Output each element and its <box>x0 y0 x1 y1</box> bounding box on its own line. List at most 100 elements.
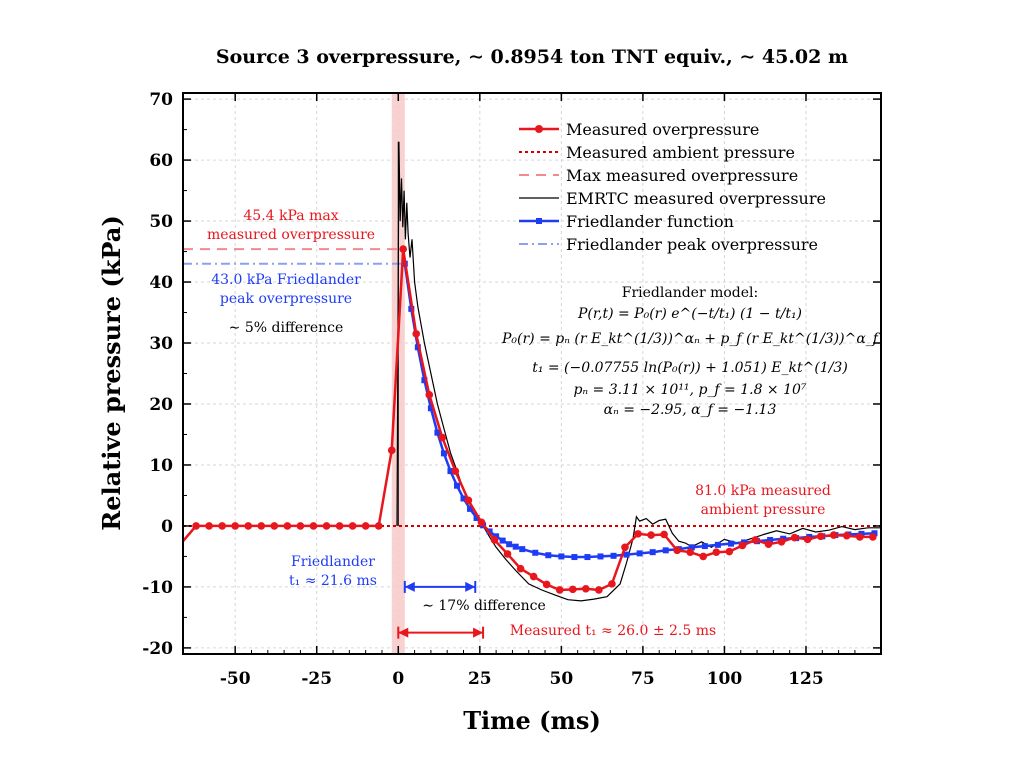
measured-point-35 <box>634 530 642 538</box>
friedlander-point-17 <box>512 543 519 550</box>
friedlander-point-16 <box>506 541 513 548</box>
y-tick-label-2: 50 <box>149 212 173 232</box>
measured-point-43 <box>738 541 747 550</box>
model-header: Friedlander model: <box>622 285 759 301</box>
annotation-fried-t1-line-2: t₁ ≈ 21.6 ms <box>289 573 377 589</box>
measured-point-19 <box>425 391 434 399</box>
y-tick-label-7: 0 <box>161 517 173 537</box>
measured-point-39 <box>686 548 694 556</box>
measured-point-4 <box>231 522 239 530</box>
measured-point-45 <box>764 540 773 549</box>
chart-title: Source 3 overpressure, ∼ 0.8954 ton TNT … <box>216 46 848 68</box>
y-tick-label-5: 20 <box>149 395 173 415</box>
measured-point-30 <box>568 585 577 594</box>
friedlander-point-6 <box>440 450 447 457</box>
measured-point-7 <box>270 522 279 530</box>
measured-point-6 <box>257 522 266 530</box>
friedlander-point-23 <box>584 554 591 561</box>
friedlander-point-25 <box>610 552 617 559</box>
measured-point-3 <box>218 522 226 530</box>
measured-point-2 <box>205 522 213 530</box>
x-tick-label-5: 75 <box>631 669 655 689</box>
measured-point-28 <box>542 580 551 589</box>
measured-point-15 <box>374 522 383 530</box>
measured-point-25 <box>503 550 512 558</box>
measured-point-47 <box>790 533 799 542</box>
friedlander-point-37 <box>767 536 774 543</box>
legend-marker-friedlander <box>536 218 542 224</box>
annotation-measured-t1: Measured t₁ ≈ 26.0 ± 2.5 ms <box>510 623 716 639</box>
measured-point-53 <box>869 533 877 541</box>
measured-point-18 <box>412 330 421 338</box>
measured-point-23 <box>477 518 486 527</box>
legend-label-friedlander-peak: Friedlander peak overpressure <box>566 235 818 254</box>
legend-entry-measured: Measured overpressure <box>519 120 759 139</box>
model-eq-4: pₙ = 3.11 × 10¹¹, p_f = 1.8 × 10⁷ <box>573 382 806 398</box>
y-tick-label-1: 60 <box>149 151 173 171</box>
friedlander-point-8 <box>453 482 460 489</box>
model-eq-5: αₙ = −2.95, α_f = −1.13 <box>604 402 777 418</box>
series-friedlander-line <box>403 263 875 559</box>
annotation-fried-t1-line-1: Friedlander <box>291 554 375 570</box>
friedlander-point-28 <box>649 549 656 556</box>
legend-label-ambient: Measured ambient pressure <box>566 143 795 162</box>
measured-point-26 <box>516 564 525 573</box>
measured-point-49 <box>816 532 825 541</box>
x-tick-label-6: 100 <box>707 669 743 689</box>
annotation-diff-5: ∼ 5% difference <box>229 320 344 336</box>
measured-t1-bar-arrow-start <box>398 627 409 638</box>
friedlander-point-32 <box>701 543 708 550</box>
model-eq-1: P(r,t) = P₀(r) e^(−t/t₁) (1 − t/t₁) <box>577 306 802 322</box>
measured-point-24 <box>490 536 499 544</box>
x-tick-label-7: 125 <box>788 669 824 689</box>
legend-label-max: Max measured overpressure <box>566 166 798 185</box>
legend-marker-measured <box>535 125 543 133</box>
duration-layer <box>397 580 485 639</box>
y-tick-label-6: 10 <box>149 456 173 476</box>
measured-point-13 <box>348 522 357 530</box>
measured-point-16 <box>387 446 396 455</box>
legend-label-friedlander: Friedlander function <box>566 212 734 231</box>
legend: Measured overpressure Measured ambient p… <box>519 120 826 254</box>
annotation-peak-line-2: peak overpressure <box>220 291 352 307</box>
friedlander-point-24 <box>597 553 604 560</box>
model-eq-2: P₀(r) = pₙ (r E_kt^(1/3))^αₙ + p_f (r E_… <box>501 331 881 347</box>
measured-point-5 <box>244 522 253 530</box>
measured-point-29 <box>555 586 564 594</box>
measured-point-40 <box>699 552 708 561</box>
annotation-max-line-2: measured overpressure <box>207 227 375 243</box>
measured-point-46 <box>777 538 786 546</box>
measured-point-48 <box>803 535 812 544</box>
y-tick-label-9: -20 <box>142 639 173 659</box>
measured-point-37 <box>660 530 668 539</box>
friedlander-point-27 <box>636 550 643 557</box>
measured-point-44 <box>751 536 760 544</box>
friedlander-point-45 <box>871 530 878 537</box>
annotation-peak-line-1: 43.0 kPa Friedlander <box>211 272 361 288</box>
friedlander-point-19 <box>532 549 539 556</box>
measured-point-9 <box>296 522 305 530</box>
measured-point-27 <box>529 572 538 581</box>
legend-label-measured: Measured overpressure <box>566 120 759 139</box>
x-tick-label-2: 0 <box>392 669 404 689</box>
x-tick-label-3: 25 <box>468 669 492 689</box>
friedlander-point-9 <box>460 495 467 502</box>
measured-point-8 <box>283 522 292 530</box>
friedlander-t1-bar-arrow-start <box>404 581 415 592</box>
friedlander-point-14 <box>493 533 500 540</box>
friedlander-point-7 <box>447 468 454 475</box>
y-tick-label-8: -10 <box>142 578 173 598</box>
model-eq-3: t₁ = (−0.07755 ln(P₀(r)) + 1.051) E_kt^(… <box>532 360 848 376</box>
x-tick-label-4: 50 <box>550 669 574 689</box>
friedlander-point-34 <box>727 540 734 547</box>
friedlander-point-5 <box>434 429 441 436</box>
friedlander-point-3 <box>421 377 428 384</box>
measured-point-21 <box>451 467 460 475</box>
legend-label-emrtc: EMRTC measured overpressure <box>566 189 826 208</box>
annotation-max-line-1: 45.4 kPa max <box>243 208 338 224</box>
legend-entry-friedlander: Friedlander function <box>519 212 734 231</box>
friedlander-point-21 <box>558 553 565 560</box>
y-tick-label-4: 30 <box>149 334 173 354</box>
